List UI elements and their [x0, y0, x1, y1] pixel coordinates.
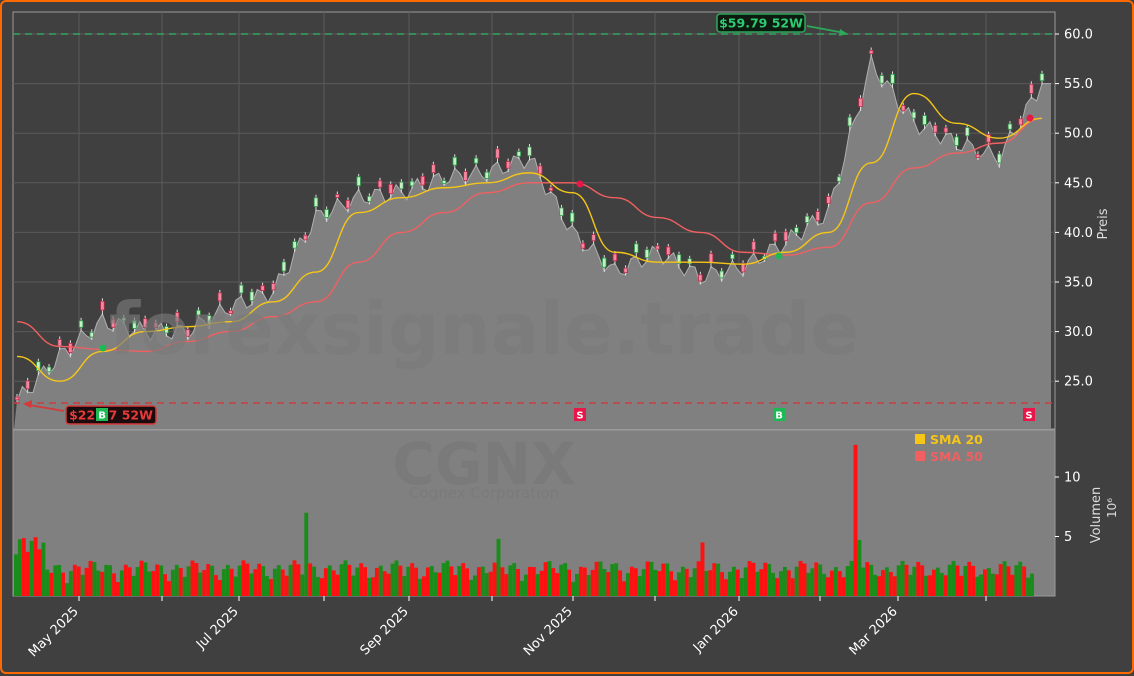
price-axis: 60.0 55.0 50.0 45.0 40.0 35.0 30.0 25.0: [1055, 28, 1093, 390]
signal-buy-1: B: [96, 408, 108, 422]
52w-high-annotation: $59.79 52W: [716, 13, 848, 36]
svg-text:B: B: [98, 411, 106, 422]
signal-buy-2: B: [773, 408, 785, 422]
price-area: [14, 54, 1051, 430]
legend-label-sma50: SMA 50: [930, 449, 983, 464]
svg-text:Nov 2025: Nov 2025: [521, 604, 576, 659]
legend: SMA 20 SMA 50: [915, 432, 983, 464]
signal-sell-1: S: [574, 408, 586, 422]
date-axis: May 2025 Jul 2025 Sep 2025 Nov 2025 Jan 2026…: [26, 596, 987, 660]
legend-swatch-sma20: [915, 434, 925, 444]
52w-low-annotation: $22.87 52W: [23, 400, 157, 425]
crossover-buy-dot: [775, 252, 783, 260]
volume-exponent: 10⁶: [1105, 498, 1119, 518]
svg-text:35.0: 35.0: [1064, 276, 1093, 291]
arrowhead-icon: [23, 400, 32, 408]
volume-bars: [14, 444, 1034, 596]
arrowhead-icon: [839, 29, 848, 36]
svg-text:S: S: [576, 411, 583, 422]
volume-axis-label: Volumen: [1089, 487, 1104, 544]
signal-sell-2: S: [1023, 408, 1035, 422]
volume-axis: 10 5: [1055, 471, 1081, 545]
svg-text:60.0: 60.0: [1064, 28, 1093, 43]
arrow-icon: [28, 404, 65, 412]
crossover-sell-dot: [576, 180, 584, 188]
svg-text:S: S: [1025, 411, 1032, 422]
svg-text:30.0: 30.0: [1064, 325, 1093, 340]
watermark-company: Cognex Corporation: [409, 484, 559, 502]
candlesticks: [14, 47, 1045, 403]
svg-text:B: B: [775, 411, 783, 422]
svg-text:May 2025: May 2025: [26, 604, 82, 660]
crossover-buy-dot: [99, 344, 107, 352]
arrow-icon: [806, 25, 846, 34]
52w-high-label: $59.79 52W: [719, 16, 803, 31]
moving-averages: [16, 92, 1043, 382]
svg-text:5: 5: [1064, 530, 1072, 545]
svg-text:Jan 2026: Jan 2026: [690, 604, 742, 656]
svg-text:Jul 2025: Jul 2025: [193, 604, 242, 653]
watermark-ticker: CGNX: [392, 430, 575, 498]
svg-text:40.0: 40.0: [1064, 226, 1093, 241]
svg-text:Mar 2026: Mar 2026: [847, 604, 901, 658]
watermark: forexsignale.trade: [109, 287, 859, 371]
svg-text:45.0: 45.0: [1064, 176, 1093, 191]
52w-low-label: $22.87 52W: [69, 408, 153, 423]
svg-text:10: 10: [1064, 471, 1081, 486]
crossover-sell-dot: [1026, 114, 1034, 122]
svg-text:55.0: 55.0: [1064, 77, 1093, 92]
svg-text:50.0: 50.0: [1064, 127, 1093, 142]
legend-swatch-sma50: [915, 451, 925, 461]
legend-label-sma20: SMA 20: [930, 432, 983, 447]
price-axis-label: Preis: [1096, 208, 1111, 239]
svg-text:25.0: 25.0: [1064, 375, 1093, 390]
svg-text:Sep 2025: Sep 2025: [358, 604, 412, 658]
